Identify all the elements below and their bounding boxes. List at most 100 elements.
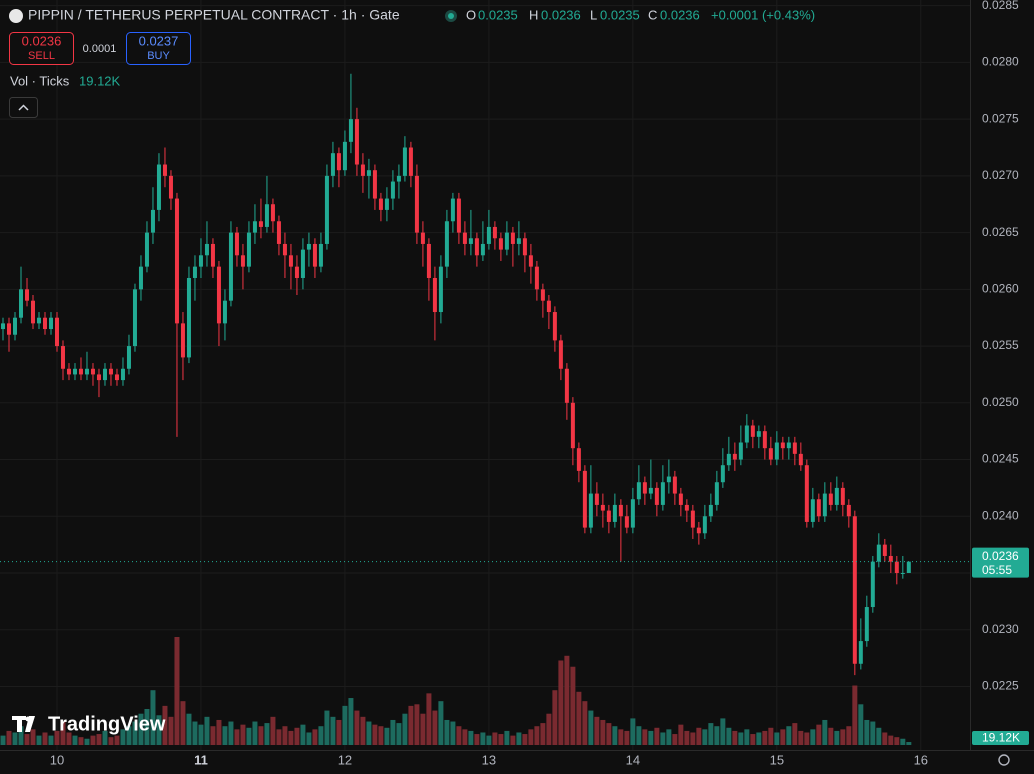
candle-body bbox=[624, 516, 629, 528]
candle-body bbox=[900, 572, 905, 574]
candle-body bbox=[762, 431, 767, 449]
volume-bar bbox=[900, 738, 906, 745]
candle-body bbox=[528, 255, 533, 267]
y-tick-label: 0.0285 bbox=[982, 0, 1019, 12]
sell-button[interactable] bbox=[9, 32, 74, 65]
candle-body bbox=[24, 289, 29, 301]
volume-bar bbox=[126, 726, 132, 745]
candle-body bbox=[180, 323, 185, 358]
x-tick-label: 15 bbox=[770, 752, 784, 767]
candle-body bbox=[804, 465, 809, 522]
candle-body bbox=[204, 243, 209, 256]
candle-body bbox=[714, 482, 719, 505]
volume-bar bbox=[78, 737, 84, 745]
candle-body bbox=[816, 499, 821, 517]
candle-body bbox=[480, 243, 485, 256]
volume-bar bbox=[468, 730, 474, 745]
volume-bar bbox=[522, 734, 528, 745]
candle-body bbox=[534, 266, 539, 290]
candle-body bbox=[168, 175, 173, 199]
candle-body bbox=[192, 266, 197, 278]
volume-bar bbox=[36, 735, 42, 745]
candle-body bbox=[174, 198, 179, 324]
candle-body bbox=[858, 641, 863, 664]
candle-body bbox=[72, 368, 77, 375]
volume-bar bbox=[216, 719, 222, 745]
candle-body bbox=[414, 175, 419, 233]
candle-body bbox=[432, 277, 437, 313]
volume-bar bbox=[534, 726, 540, 745]
candle-body bbox=[408, 147, 413, 176]
candle-body bbox=[270, 204, 275, 222]
volume-bar bbox=[510, 735, 516, 745]
candle-body bbox=[132, 289, 137, 347]
volume-bar bbox=[426, 693, 432, 745]
candle-body bbox=[348, 119, 353, 142]
volume-bar bbox=[816, 724, 822, 745]
volume-bar bbox=[480, 732, 486, 745]
volume-bar bbox=[636, 726, 642, 745]
volume-legend: Vol · Ticks bbox=[10, 73, 70, 88]
buy-button[interactable] bbox=[126, 32, 191, 65]
candle-body bbox=[792, 442, 797, 454]
candle-body bbox=[672, 476, 677, 494]
candle-body bbox=[306, 243, 311, 250]
candle-body bbox=[294, 266, 299, 278]
candle-body bbox=[690, 510, 695, 528]
candle-body bbox=[222, 300, 227, 324]
candle-body bbox=[30, 300, 35, 324]
symbol-icon bbox=[9, 9, 23, 23]
volume-bar bbox=[102, 730, 108, 745]
candle-body bbox=[708, 504, 713, 517]
volume-bar bbox=[402, 713, 408, 745]
y-tick-label: 0.0280 bbox=[982, 55, 1019, 69]
candle-body bbox=[552, 312, 557, 341]
candle-body bbox=[456, 198, 461, 233]
volume-bar bbox=[498, 734, 504, 745]
volume-bar bbox=[198, 724, 204, 745]
candle-body bbox=[834, 487, 839, 505]
volume-bar bbox=[6, 730, 12, 745]
volume-bar bbox=[594, 716, 600, 745]
volume-bar bbox=[804, 732, 810, 745]
y-tick-label: 0.0230 bbox=[982, 622, 1019, 636]
ohlc-label: O bbox=[466, 7, 476, 22]
volume-bar bbox=[552, 690, 558, 745]
candle-body bbox=[366, 170, 371, 176]
volume-bar bbox=[720, 718, 726, 745]
volume-bar bbox=[732, 730, 738, 745]
volume-bar bbox=[618, 729, 624, 745]
collapse-button[interactable] bbox=[9, 97, 38, 118]
candle-body bbox=[768, 448, 773, 460]
volume-bar bbox=[228, 721, 234, 745]
volume-bar bbox=[726, 727, 732, 745]
settings-icon[interactable] bbox=[998, 754, 1010, 766]
candle-body bbox=[564, 368, 569, 403]
candle-body bbox=[870, 561, 875, 608]
volume-bar bbox=[342, 705, 348, 745]
candle-body bbox=[450, 198, 455, 222]
volume-bar bbox=[324, 710, 330, 745]
volume-bar bbox=[630, 718, 636, 745]
volume-bar bbox=[432, 710, 438, 745]
candle-body bbox=[36, 317, 41, 324]
volume-bar bbox=[792, 723, 798, 745]
candle-body bbox=[12, 317, 17, 335]
volume-bar bbox=[30, 729, 36, 745]
volume-bar bbox=[90, 735, 96, 745]
candle-body bbox=[618, 504, 623, 517]
volume-bar bbox=[162, 705, 168, 745]
candle-body bbox=[780, 442, 785, 449]
volume-bar bbox=[114, 735, 120, 745]
candle-body bbox=[630, 499, 635, 528]
volume-bar bbox=[444, 719, 450, 745]
candle-body bbox=[156, 164, 161, 210]
x-tick-label: 12 bbox=[338, 752, 352, 767]
volume-bar bbox=[852, 685, 858, 745]
candle-body bbox=[240, 255, 245, 267]
volume-bar bbox=[702, 729, 708, 745]
candle-body bbox=[96, 374, 101, 381]
volume-bar bbox=[366, 721, 372, 745]
volume-bar bbox=[66, 732, 72, 745]
